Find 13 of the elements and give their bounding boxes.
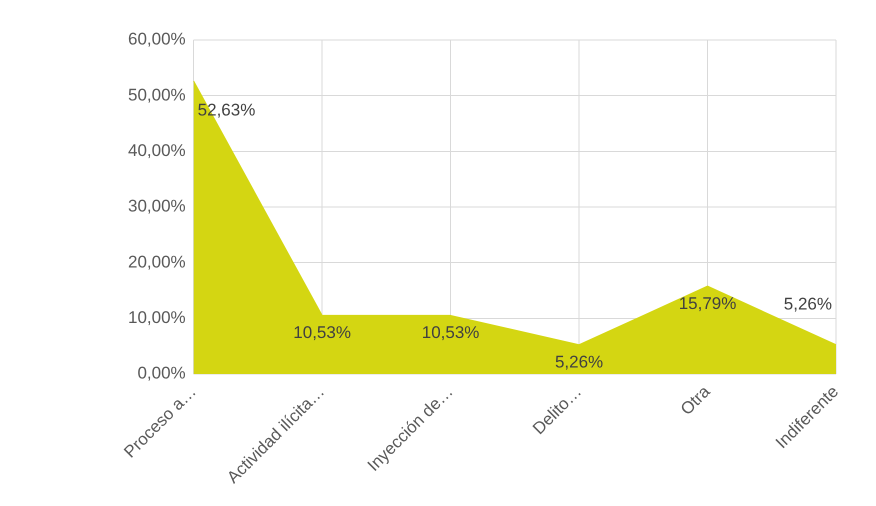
y-tick-label: 0,00%: [137, 364, 186, 383]
data-label: 10,53%: [293, 323, 351, 342]
data-label: 5,26%: [554, 352, 604, 372]
y-tick-label: 20,00%: [128, 252, 186, 272]
x-tick-label: Otra: [676, 382, 714, 419]
data-label: 10,53%: [422, 323, 480, 342]
y-tick-label: 30,00%: [128, 196, 186, 216]
y-tick-label: 40,00%: [128, 141, 186, 160]
y-tick-label: 60,00%: [128, 30, 186, 49]
y-tick-label: 50,00%: [128, 85, 186, 104]
data-label: 5,26%: [784, 294, 832, 314]
y-tick-label: 10,00%: [128, 308, 186, 328]
data-label: 15,79%: [678, 294, 736, 313]
